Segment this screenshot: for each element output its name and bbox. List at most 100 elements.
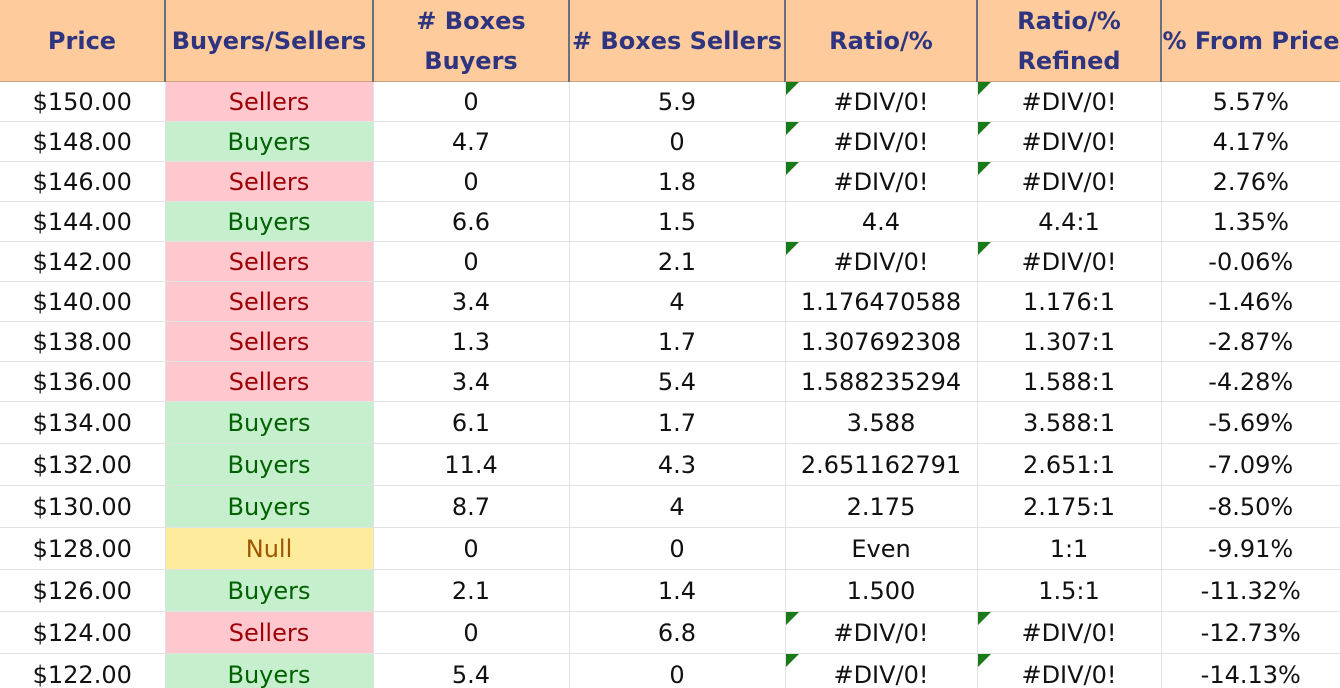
boxes-buyers-cell[interactable]: 2.1 (373, 569, 570, 612)
error-indicator-icon[interactable] (785, 122, 799, 135)
ratio-refined-cell[interactable]: #DIV/0! (977, 611, 1162, 654)
ratio-refined-cell[interactable]: 1.307:1 (977, 321, 1162, 362)
side-cell[interactable]: Buyers (165, 443, 374, 486)
boxes-sellers-cell[interactable]: 2.1 (569, 241, 786, 282)
error-indicator-icon[interactable] (977, 654, 991, 667)
ratio-cell[interactable]: #DIV/0! (785, 241, 978, 282)
pct-from-price-cell[interactable]: -5.69% (1161, 401, 1340, 444)
ratio-cell[interactable]: #DIV/0! (785, 161, 978, 202)
boxes-sellers-cell[interactable]: 1.5 (569, 201, 786, 242)
error-indicator-icon[interactable] (977, 612, 991, 625)
error-indicator-icon[interactable] (977, 162, 991, 175)
ratio-cell[interactable]: #DIV/0! (785, 611, 978, 654)
ratio-cell[interactable]: 1.588235294 (785, 361, 978, 402)
pct-from-price-cell[interactable]: -0.06% (1161, 241, 1340, 282)
price-cell[interactable]: $146.00 (0, 161, 166, 202)
pct-from-price-cell[interactable]: -9.91% (1161, 527, 1340, 570)
ratio-cell[interactable]: #DIV/0! (785, 81, 978, 122)
boxes-buyers-cell[interactable]: 0 (373, 527, 570, 570)
price-cell[interactable]: $148.00 (0, 121, 166, 162)
side-cell[interactable]: Buyers (165, 569, 374, 612)
price-cell[interactable]: $122.00 (0, 653, 166, 688)
boxes-buyers-cell[interactable]: 0 (373, 161, 570, 202)
header-boxes-sellers[interactable]: # Boxes Sellers (569, 0, 786, 82)
boxes-sellers-cell[interactable]: 0 (569, 653, 786, 688)
error-indicator-icon[interactable] (977, 122, 991, 135)
boxes-buyers-cell[interactable]: 8.7 (373, 485, 570, 528)
pct-from-price-cell[interactable]: 2.76% (1161, 161, 1340, 202)
ratio-refined-cell[interactable]: 1.5:1 (977, 569, 1162, 612)
header-pct-from-price[interactable]: % From Price (1161, 0, 1340, 82)
boxes-sellers-cell[interactable]: 1.8 (569, 161, 786, 202)
boxes-sellers-cell[interactable]: 5.4 (569, 361, 786, 402)
ratio-cell[interactable]: 4.4 (785, 201, 978, 242)
boxes-sellers-cell[interactable]: 0 (569, 121, 786, 162)
pct-from-price-cell[interactable]: 5.57% (1161, 81, 1340, 122)
ratio-cell[interactable]: 1.176470588 (785, 281, 978, 322)
error-indicator-icon[interactable] (785, 612, 799, 625)
ratio-refined-cell[interactable]: #DIV/0! (977, 161, 1162, 202)
boxes-buyers-cell[interactable]: 6.1 (373, 401, 570, 444)
boxes-sellers-cell[interactable]: 1.7 (569, 321, 786, 362)
side-cell[interactable]: Sellers (165, 611, 374, 654)
boxes-sellers-cell[interactable]: 4.3 (569, 443, 786, 486)
error-indicator-icon[interactable] (977, 242, 991, 255)
ratio-refined-cell[interactable]: 1.176:1 (977, 281, 1162, 322)
side-cell[interactable]: Buyers (165, 653, 374, 688)
boxes-buyers-cell[interactable]: 3.4 (373, 281, 570, 322)
pct-from-price-cell[interactable]: -2.87% (1161, 321, 1340, 362)
price-cell[interactable]: $130.00 (0, 485, 166, 528)
ratio-refined-cell[interactable]: 1.588:1 (977, 361, 1162, 402)
boxes-buyers-cell[interactable]: 0 (373, 611, 570, 654)
price-cell[interactable]: $144.00 (0, 201, 166, 242)
boxes-buyers-cell[interactable]: 1.3 (373, 321, 570, 362)
pct-from-price-cell[interactable]: 4.17% (1161, 121, 1340, 162)
error-indicator-icon[interactable] (785, 162, 799, 175)
side-cell[interactable]: Buyers (165, 485, 374, 528)
ratio-refined-cell[interactable]: #DIV/0! (977, 81, 1162, 122)
header-ratio-refined[interactable]: Ratio/% Refined (977, 0, 1162, 82)
boxes-sellers-cell[interactable]: 4 (569, 485, 786, 528)
boxes-sellers-cell[interactable]: 1.4 (569, 569, 786, 612)
ratio-cell[interactable]: 1.307692308 (785, 321, 978, 362)
ratio-refined-cell[interactable]: #DIV/0! (977, 121, 1162, 162)
price-cell[interactable]: $136.00 (0, 361, 166, 402)
price-cell[interactable]: $138.00 (0, 321, 166, 362)
pct-from-price-cell[interactable]: -1.46% (1161, 281, 1340, 322)
side-cell[interactable]: Null (165, 527, 374, 570)
ratio-refined-cell[interactable]: #DIV/0! (977, 241, 1162, 282)
boxes-sellers-cell[interactable]: 1.7 (569, 401, 786, 444)
boxes-sellers-cell[interactable]: 0 (569, 527, 786, 570)
price-cell[interactable]: $124.00 (0, 611, 166, 654)
price-cell[interactable]: $126.00 (0, 569, 166, 612)
price-cell[interactable]: $132.00 (0, 443, 166, 486)
price-cell[interactable]: $142.00 (0, 241, 166, 282)
side-cell[interactable]: Buyers (165, 201, 374, 242)
header-ratio[interactable]: Ratio/% (785, 0, 978, 82)
ratio-cell[interactable]: 2.651162791 (785, 443, 978, 486)
side-cell[interactable]: Buyers (165, 401, 374, 444)
header-price[interactable]: Price (0, 0, 166, 82)
ratio-refined-cell[interactable]: 3.588:1 (977, 401, 1162, 444)
error-indicator-icon[interactable] (977, 82, 991, 95)
side-cell[interactable]: Sellers (165, 81, 374, 122)
ratio-refined-cell[interactable]: 2.651:1 (977, 443, 1162, 486)
ratio-refined-cell[interactable]: #DIV/0! (977, 653, 1162, 688)
header-buyers-sellers[interactable]: Buyers/Sellers (165, 0, 374, 82)
ratio-cell[interactable]: Even (785, 527, 978, 570)
header-boxes-buyers[interactable]: # Boxes Buyers (373, 0, 570, 82)
pct-from-price-cell[interactable]: 1.35% (1161, 201, 1340, 242)
pct-from-price-cell[interactable]: -14.13% (1161, 653, 1340, 688)
side-cell[interactable]: Sellers (165, 361, 374, 402)
pct-from-price-cell[interactable]: -11.32% (1161, 569, 1340, 612)
error-indicator-icon[interactable] (785, 654, 799, 667)
price-cell[interactable]: $150.00 (0, 81, 166, 122)
side-cell[interactable]: Sellers (165, 241, 374, 282)
price-cell[interactable]: $134.00 (0, 401, 166, 444)
side-cell[interactable]: Buyers (165, 121, 374, 162)
boxes-buyers-cell[interactable]: 4.7 (373, 121, 570, 162)
boxes-sellers-cell[interactable]: 4 (569, 281, 786, 322)
price-cell[interactable]: $128.00 (0, 527, 166, 570)
error-indicator-icon[interactable] (785, 82, 799, 95)
boxes-sellers-cell[interactable]: 5.9 (569, 81, 786, 122)
